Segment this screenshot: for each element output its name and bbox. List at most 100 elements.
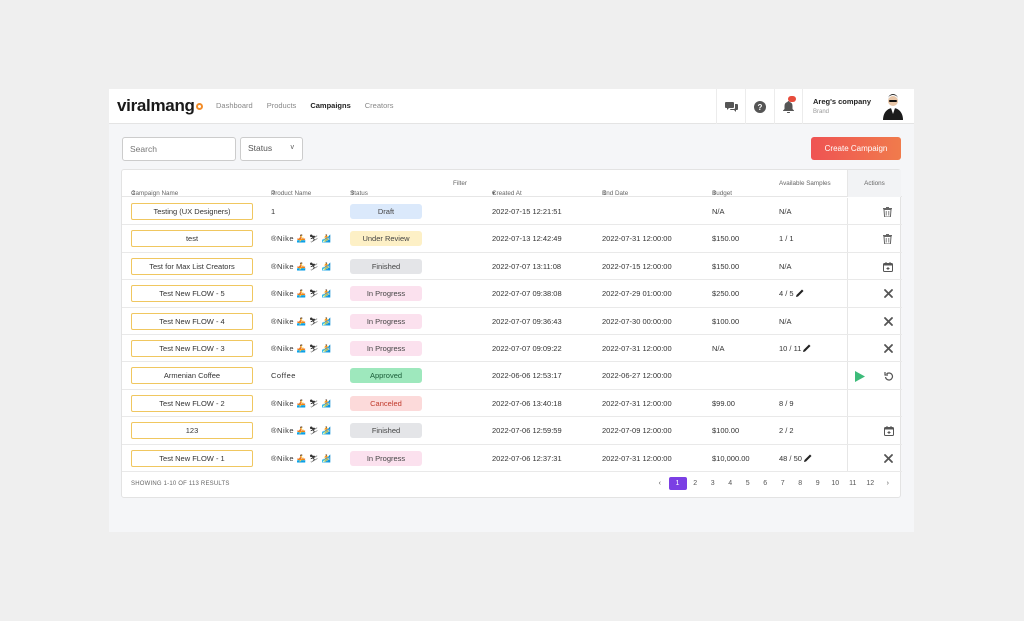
col-available-samples[interactable]: Available Samples	[779, 180, 831, 187]
page-4-button[interactable]: 4	[728, 480, 733, 487]
notifications-icon[interactable]	[774, 89, 803, 124]
sort-icon: ⇕	[131, 190, 137, 197]
close-icon[interactable]	[884, 344, 893, 355]
help-icon[interactable]: ?	[745, 89, 774, 124]
created-at: 2022-07-07 09:38:08	[492, 289, 562, 299]
nav-products[interactable]: Products	[266, 101, 297, 110]
product-name: ®Nike 🚣 ⛷ 🏄	[271, 426, 332, 436]
main-nav: Dashboard Products Campaigns Creators	[216, 101, 394, 110]
avatar[interactable]	[882, 94, 904, 120]
table-row[interactable]: Armenian Coffee Coffee Approved 2022-06-06 …	[122, 362, 902, 390]
table-row[interactable]: Test New FLOW - 5 ®Nike 🚣 ⛷ 🏄 In Progress 2…	[122, 280, 902, 308]
col-filter[interactable]: Filter	[453, 180, 467, 187]
close-icon[interactable]	[884, 289, 893, 300]
status-badge: Under Review	[350, 231, 422, 247]
page-2-button[interactable]: 2	[693, 480, 698, 487]
page-11-button[interactable]: 11	[849, 480, 857, 487]
play-icon[interactable]	[855, 371, 865, 384]
budget: $10,000.00	[712, 453, 750, 463]
calendar-add-icon[interactable]	[884, 426, 894, 438]
undo-icon[interactable]	[884, 371, 894, 383]
page-8-button[interactable]: 8	[798, 480, 803, 487]
page-5-button[interactable]: 5	[745, 480, 750, 487]
budget: N/A	[712, 344, 725, 353]
campaigns-table: Campaign Name ⇕ Product Name ⇕ Status ⇕ …	[121, 169, 902, 498]
campaign-name[interactable]: Test for Max List Creators	[131, 257, 253, 275]
campaign-name[interactable]: Test New FLOW - 2	[131, 394, 253, 412]
table-row[interactable]: test ®Nike 🚣 ⛷ 🏄 Under Review 2022-07-13 12…	[122, 225, 902, 253]
page-3-button[interactable]: 3	[710, 480, 715, 487]
campaign-name[interactable]: Test New FLOW - 3	[131, 340, 253, 357]
table-row[interactable]: Test New FLOW - 1 ®Nike 🚣 ⛷ 🏄 In Progress 2…	[122, 444, 902, 472]
page-10-button[interactable]: 10	[831, 480, 840, 487]
campaign-name[interactable]: 123	[131, 422, 253, 440]
logo[interactable]: viralmang	[117, 96, 203, 116]
page-7-button[interactable]: 7	[780, 480, 785, 487]
prev-page-button[interactable]: ‹	[658, 480, 661, 487]
trash-icon[interactable]	[883, 234, 892, 246]
campaign-name[interactable]: Armenian Coffee	[131, 367, 253, 385]
status-badge: Finished	[350, 258, 422, 274]
product-name: ®Nike 🚣 ⛷ 🏄	[271, 344, 332, 353]
created-at: 2022-07-06 12:59:59	[492, 426, 562, 436]
pencil-icon[interactable]	[795, 289, 804, 299]
messages-icon[interactable]	[716, 89, 745, 124]
table-row[interactable]: Test New FLOW - 2 ®Nike 🚣 ⛷ 🏄 Canceled 2022…	[122, 389, 902, 418]
col-actions: Actions	[847, 170, 901, 197]
actions-cell	[847, 335, 901, 362]
nav-dashboard[interactable]: Dashboard	[216, 101, 253, 110]
table-row[interactable]: 123 ®Nike 🚣 ⛷ 🏄 Finished 2022-07-06 12:59:5…	[122, 417, 902, 445]
page-12-button[interactable]: 12	[866, 480, 875, 487]
sort-desc-icon: ▾	[492, 190, 496, 197]
svg-text:?: ?	[758, 103, 763, 112]
search-input[interactable]	[122, 137, 236, 161]
table-row[interactable]: Testing (UX Designers) 1 Draft 2022-07-15 1…	[122, 198, 902, 226]
created-at: 2022-07-15 12:21:51	[492, 207, 562, 216]
top-bar: viralmang Dashboard Products Campaigns C…	[109, 89, 914, 124]
logo-dot-icon	[195, 103, 203, 110]
nav-campaigns[interactable]: Campaigns	[310, 101, 351, 110]
budget: N/A	[712, 207, 725, 216]
status-badge: Finished	[350, 423, 422, 439]
pencil-icon[interactable]	[803, 454, 812, 464]
campaign-name[interactable]: Test New FLOW - 4	[131, 312, 253, 330]
trash-icon[interactable]	[883, 207, 892, 219]
campaign-name[interactable]: Test New FLOW - 1	[131, 449, 253, 467]
status-select[interactable]: Status v	[240, 137, 303, 161]
campaign-name[interactable]: Test New FLOW - 5	[131, 285, 253, 303]
calendar-add-icon[interactable]	[883, 261, 893, 274]
status-badge: In Progress	[350, 286, 422, 302]
company-info[interactable]: Areg's company Brand	[813, 97, 871, 115]
close-icon[interactable]	[884, 316, 893, 328]
status-badge: In Progress	[350, 341, 422, 356]
table-header: Campaign Name ⇕ Product Name ⇕ Status ⇕ …	[122, 170, 902, 197]
created-at: 2022-07-06 13:40:18	[492, 398, 562, 408]
nav-creators[interactable]: Creators	[364, 101, 394, 110]
create-campaign-button[interactable]: Create Campaign	[811, 137, 901, 160]
created-at: 2022-07-06 12:37:31	[492, 453, 562, 463]
close-icon[interactable]	[884, 453, 893, 465]
pencil-icon[interactable]	[803, 344, 811, 354]
page-6-button[interactable]: 6	[763, 480, 768, 487]
campaign-name[interactable]: test	[131, 230, 253, 248]
campaign-name[interactable]: Testing (UX Designers)	[131, 203, 253, 220]
end-date: 2022-07-31 12:00:00	[602, 234, 672, 244]
end-date: 2022-07-30 00:00:00	[602, 316, 672, 326]
actions-cell	[847, 280, 901, 307]
sort-icon: ⇕	[602, 190, 608, 197]
status-badge: Approved	[350, 368, 422, 384]
available-samples: 1 / 1	[779, 234, 794, 244]
budget: $250.00	[712, 289, 740, 299]
end-date: 2022-07-31 12:00:00	[602, 344, 672, 353]
next-page-button[interactable]: ›	[886, 480, 889, 487]
page-9-button[interactable]: 9	[815, 480, 820, 487]
available-samples: 48 / 50	[779, 454, 812, 464]
table-row[interactable]: Test New FLOW - 4 ®Nike 🚣 ⛷ 🏄 In Progress 2…	[122, 307, 902, 335]
product-name: ®Nike 🚣 ⛷ 🏄	[271, 234, 332, 244]
actions-cell	[847, 417, 901, 444]
table-row[interactable]: Test New FLOW - 3 ®Nike 🚣 ⛷ 🏄 In Progress 2…	[122, 335, 902, 363]
end-date: 2022-07-09 12:00:00	[602, 426, 672, 436]
page-1-button[interactable]: 1	[668, 477, 687, 490]
table-row[interactable]: Test for Max List Creators ®Nike 🚣 ⛷ 🏄 Fin…	[122, 252, 902, 281]
logo-text: viralmang	[117, 96, 195, 115]
